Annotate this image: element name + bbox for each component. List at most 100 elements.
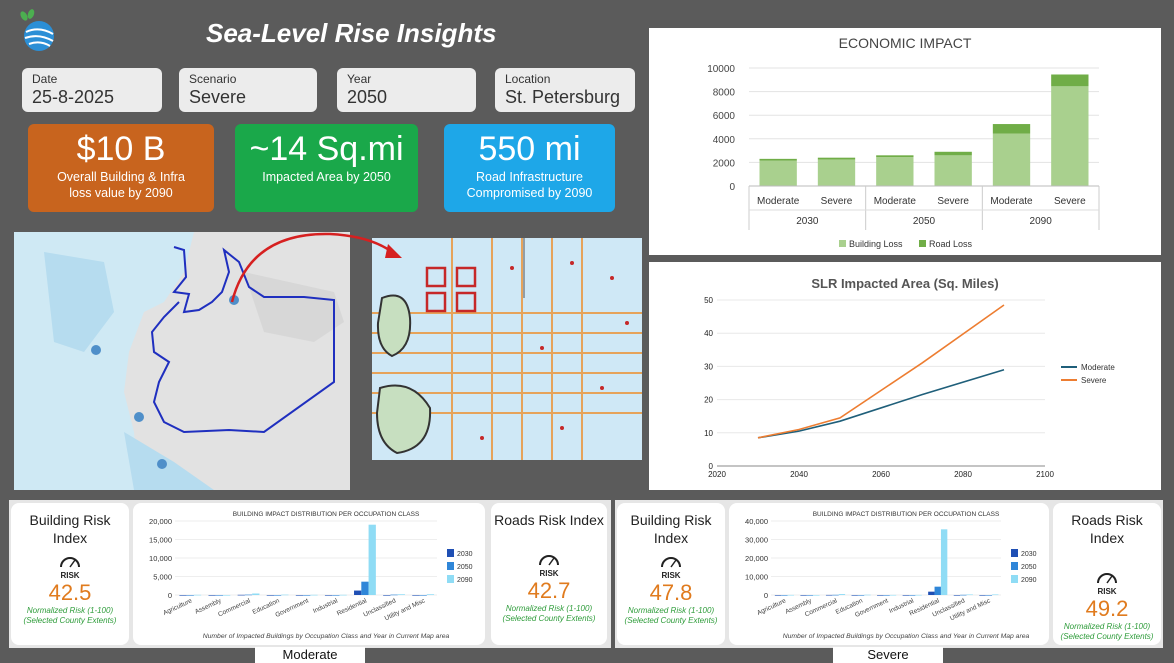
kpi-caption: loss value by 2090 xyxy=(69,186,173,200)
kpi-road-infrastructure: 550 mi Road Infrastructure Compromised b… xyxy=(444,124,615,212)
filter-value: 25-8-2025 xyxy=(32,87,115,107)
regional-map[interactable] xyxy=(14,232,350,490)
risk-note: (Selected County Extents) xyxy=(624,616,718,625)
x-tick-label: Moderate xyxy=(757,196,800,207)
regional-map-graphic xyxy=(14,232,350,490)
y-tick-label: 0 xyxy=(764,591,768,600)
y-tick-label: 0 xyxy=(709,462,714,471)
bar xyxy=(215,595,224,596)
bar xyxy=(934,586,941,595)
bar xyxy=(303,595,311,596)
bar xyxy=(266,595,274,596)
risk-note: Normalized Risk (1-100) xyxy=(26,606,114,615)
y-tick-label: 2000 xyxy=(713,158,736,169)
bar xyxy=(806,595,814,596)
bar xyxy=(857,595,865,596)
risk-title: Building Risk xyxy=(630,512,712,528)
y-tick-label: 10000 xyxy=(707,64,735,75)
legend-swatch xyxy=(919,240,926,247)
bar-segment xyxy=(759,158,797,161)
bar xyxy=(324,595,333,596)
filter-year[interactable]: Year 2050 xyxy=(337,68,476,112)
legend-label: 2090 xyxy=(1021,577,1037,584)
legend-swatch xyxy=(839,240,846,247)
occupation-chart: BUILDING IMPACT DISTRIBUTION PER OCCUPAT… xyxy=(149,511,473,640)
y-tick-label: 20 xyxy=(704,396,713,405)
bar xyxy=(781,595,788,596)
bar xyxy=(909,595,916,596)
risk-icon: RISK xyxy=(1053,571,1161,596)
filter-date[interactable]: Date 25-8-2025 xyxy=(22,68,162,112)
x-tick-label: Severe xyxy=(937,196,969,207)
page-title: Sea-Level Rise Insights xyxy=(206,18,497,48)
group-label: 2050 xyxy=(913,216,936,227)
series-line xyxy=(757,304,1005,439)
filter-label: Date xyxy=(32,72,58,86)
kpi-caption: Overall Building & Infra xyxy=(57,170,185,184)
bar xyxy=(295,595,304,596)
legend-swatch xyxy=(1011,562,1018,570)
y-tick-label: 20,000 xyxy=(745,554,768,563)
moderate-caption: Moderate xyxy=(255,647,365,663)
bar xyxy=(397,594,405,595)
risk-icon: RISK xyxy=(617,555,725,580)
detail-map-graphic xyxy=(372,238,642,460)
x-tick-label: Moderate xyxy=(874,196,917,207)
group-label: 2090 xyxy=(1030,216,1053,227)
legend-label: Moderate xyxy=(1081,363,1115,372)
bar xyxy=(774,595,782,596)
bar xyxy=(426,594,435,595)
kpi-building-loss: $10 B Overall Building & Infra loss valu… xyxy=(28,124,214,212)
bar xyxy=(193,594,202,596)
legend-swatch xyxy=(447,549,454,557)
legend-label: Severe xyxy=(1081,376,1107,385)
bar xyxy=(979,595,986,596)
risk-note: (Selected County Extents) xyxy=(502,614,596,623)
risk-note: Normalized Risk (1-100) xyxy=(1063,622,1151,631)
y-tick-label: 40,000 xyxy=(745,517,768,526)
group-label: 2030 xyxy=(796,216,819,227)
filter-label: Scenario xyxy=(189,72,237,86)
bar xyxy=(390,594,398,596)
filter-location[interactable]: Location St. Petersburg xyxy=(495,68,635,112)
bar xyxy=(354,590,362,595)
legend-swatch xyxy=(447,575,454,583)
bar-segment xyxy=(1051,74,1089,87)
x-axis-label: Number of Impacted Buildings by Occupati… xyxy=(783,633,1030,640)
bar xyxy=(851,595,858,596)
bar xyxy=(310,594,318,596)
bar xyxy=(332,595,340,596)
x-tick-label: Agriculture xyxy=(162,597,193,617)
detail-map[interactable] xyxy=(372,238,642,460)
bar xyxy=(883,595,890,596)
y-tick-label: 50 xyxy=(704,296,713,305)
bar xyxy=(208,595,216,596)
y-tick-label: 5,000 xyxy=(153,573,172,582)
bar xyxy=(877,595,884,596)
bar xyxy=(953,595,961,596)
kpi-impacted-area: ~14 Sq.mi Impacted Area by 2050 xyxy=(235,124,418,212)
y-tick-label: 10 xyxy=(704,429,713,438)
risk-value: 49.2 xyxy=(1085,596,1129,621)
bar xyxy=(273,595,282,596)
x-tick-label: 2100 xyxy=(1036,470,1054,479)
bar xyxy=(985,595,993,596)
x-tick-label: Severe xyxy=(1054,196,1086,207)
kpi-value: $10 B xyxy=(76,130,166,168)
economic-impact-chart: ECONOMIC IMPACT 0 2000 4000 6000 8000 10000 Mod… xyxy=(707,35,1100,249)
bar xyxy=(419,595,427,596)
filter-value: Severe xyxy=(189,87,247,107)
filter-value: St. Petersburg xyxy=(505,87,621,107)
bar xyxy=(940,529,948,595)
filter-scenario[interactable]: Scenario Severe xyxy=(179,68,317,112)
risk-icon: RISK xyxy=(491,553,607,578)
bar-segment xyxy=(817,157,856,160)
severe-caption: Severe xyxy=(833,647,943,663)
x-axis-label: Number of Impacted Buildings by Occupati… xyxy=(203,633,450,640)
chart-title: BUILDING IMPACT DISTRIBUTION PER OCCUPAT… xyxy=(813,511,1000,518)
kpi-value: 550 mi xyxy=(478,130,581,168)
risk-icon-label: RISK xyxy=(1097,587,1117,596)
risk-icon-label: RISK xyxy=(539,569,559,578)
y-tick-label: 30,000 xyxy=(745,536,768,545)
risk-icon-label: RISK xyxy=(60,571,80,580)
